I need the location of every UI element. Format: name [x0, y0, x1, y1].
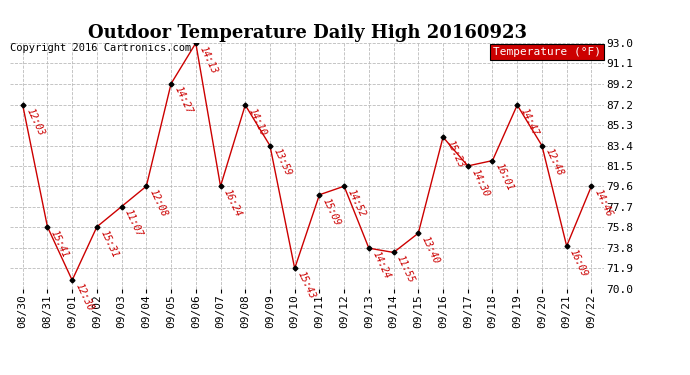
Text: 15:23: 15:23	[444, 138, 466, 170]
Text: 11:07: 11:07	[123, 208, 144, 239]
Text: 14:47: 14:47	[519, 106, 540, 137]
Text: 16:24: 16:24	[222, 188, 244, 219]
Text: 15:41: 15:41	[49, 228, 70, 259]
Text: 12:08: 12:08	[148, 188, 169, 219]
Text: 12:03: 12:03	[24, 106, 46, 137]
Text: 14:46: 14:46	[593, 188, 614, 219]
Text: Copyright 2016 Cartronics.com: Copyright 2016 Cartronics.com	[10, 43, 192, 53]
Text: 11:55: 11:55	[395, 254, 417, 285]
Text: 14:30: 14:30	[469, 167, 491, 198]
Text: 12:30: 12:30	[74, 282, 95, 312]
Title: Outdoor Temperature Daily High 20160923: Outdoor Temperature Daily High 20160923	[88, 24, 526, 42]
Text: 13:59: 13:59	[271, 147, 293, 178]
Text: 16:01: 16:01	[494, 162, 515, 193]
Text: 14:52: 14:52	[346, 188, 367, 219]
Text: 15:09: 15:09	[321, 196, 342, 227]
Text: 15:31: 15:31	[98, 228, 120, 259]
Text: 15:43: 15:43	[296, 270, 317, 301]
Text: 14:24: 14:24	[371, 249, 392, 280]
Text: 13:40: 13:40	[420, 235, 441, 266]
Text: 12:48: 12:48	[543, 147, 565, 178]
Text: 16:09: 16:09	[568, 248, 589, 278]
Text: 14:10: 14:10	[246, 106, 268, 137]
Text: Temperature (°F): Temperature (°F)	[493, 47, 601, 57]
Text: 14:27: 14:27	[172, 85, 194, 116]
Text: 14:13: 14:13	[197, 45, 219, 75]
